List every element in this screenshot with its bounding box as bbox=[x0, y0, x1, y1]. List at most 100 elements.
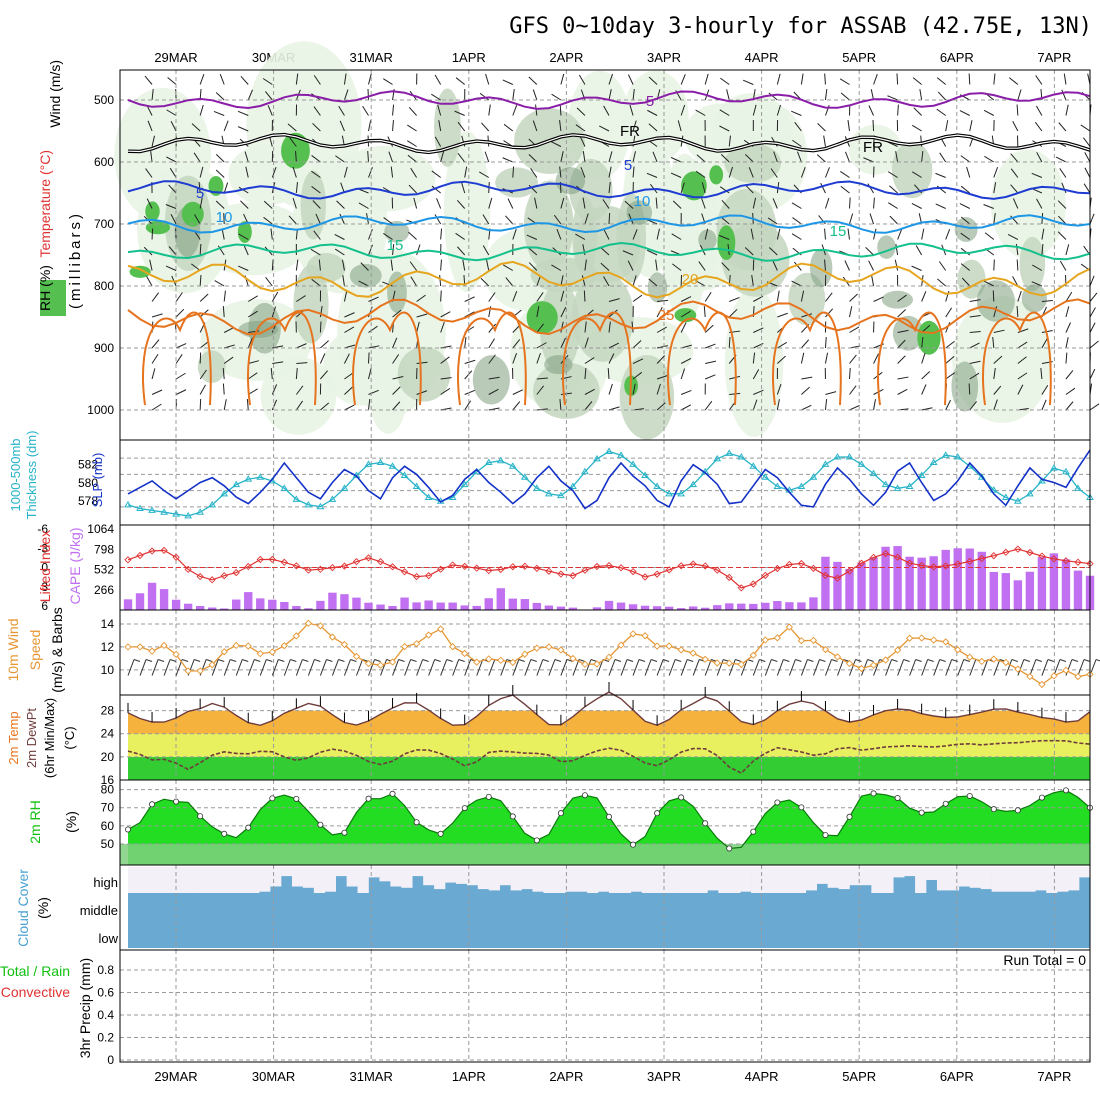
wind-barb bbox=[582, 197, 586, 209]
wind-barb bbox=[223, 120, 229, 132]
wind-barb bbox=[656, 228, 660, 240]
rh2m-point bbox=[774, 799, 781, 806]
cloud-high-gap bbox=[434, 867, 446, 890]
wind-barb bbox=[512, 389, 523, 395]
surface-wind-barb bbox=[151, 659, 159, 676]
chart-title: GFS 0~10day 3-hourly for ASSAB (42.75E, … bbox=[509, 14, 1092, 39]
wind-barb bbox=[320, 402, 330, 411]
surface-wind-barb bbox=[788, 659, 796, 676]
cloud-high-gap bbox=[532, 867, 544, 892]
surface-wind-barb bbox=[824, 659, 832, 676]
wind-barb bbox=[223, 327, 235, 333]
wind-barb bbox=[150, 151, 153, 163]
wind-barb bbox=[344, 312, 355, 318]
wind-barb bbox=[439, 275, 442, 287]
wind-barb bbox=[410, 167, 418, 178]
wind-barb bbox=[1061, 89, 1067, 101]
wind10-point bbox=[388, 658, 397, 666]
wind-barb bbox=[1089, 322, 1096, 333]
surface-wind-barb bbox=[1041, 659, 1049, 676]
wind-barb bbox=[768, 92, 778, 101]
wind-barb bbox=[175, 292, 183, 302]
wind-barb bbox=[632, 151, 636, 163]
li-point bbox=[509, 563, 517, 571]
wind-barb bbox=[368, 244, 373, 256]
cloud-high-gap bbox=[685, 867, 697, 893]
wind-barb bbox=[292, 166, 297, 178]
wind10-point bbox=[184, 667, 192, 675]
run-total: Run Total = 0 bbox=[1003, 952, 1086, 968]
wind-barb bbox=[512, 105, 518, 116]
wind-barb bbox=[1041, 243, 1044, 256]
top-date-label: 31MAR bbox=[350, 50, 393, 65]
thickness-point bbox=[328, 495, 337, 502]
surface-wind-barb bbox=[933, 659, 941, 676]
surface-wind-barb bbox=[380, 659, 387, 676]
rh2m-low-band bbox=[120, 843, 1090, 865]
li-point bbox=[833, 574, 842, 582]
wind-barb bbox=[222, 383, 225, 395]
wind-barb bbox=[921, 352, 926, 364]
cape-tick-label: 1064 bbox=[87, 522, 114, 536]
wind-barb bbox=[873, 399, 876, 411]
cloud-high-gap bbox=[488, 867, 500, 891]
wind-barb bbox=[961, 277, 971, 287]
thickness-label: 1000-500mb bbox=[8, 439, 23, 512]
wind-barb bbox=[536, 352, 541, 364]
wind-barb bbox=[791, 233, 802, 240]
wind-barb bbox=[648, 123, 658, 132]
cape-bar bbox=[965, 548, 974, 610]
cape-bar bbox=[833, 561, 842, 610]
rh-shade bbox=[293, 264, 329, 344]
surface-wind-barb bbox=[307, 659, 315, 676]
wind-barb bbox=[897, 229, 903, 240]
cape-bar bbox=[328, 592, 337, 610]
cape-bar bbox=[809, 597, 818, 610]
li-point bbox=[208, 576, 216, 584]
wind10-point bbox=[557, 646, 565, 654]
wind-barb bbox=[800, 167, 806, 178]
wind-barb bbox=[670, 157, 682, 163]
rh2m-point bbox=[533, 837, 540, 844]
surface-wind-barb bbox=[428, 659, 436, 676]
wind-barb bbox=[849, 354, 857, 364]
rh-shade bbox=[698, 229, 717, 251]
wind-barb bbox=[166, 109, 177, 116]
thickness-point bbox=[653, 482, 661, 489]
wind-barb bbox=[939, 152, 947, 163]
wind-barb bbox=[1055, 156, 1067, 163]
li-point bbox=[232, 568, 240, 577]
cape-bar bbox=[472, 605, 481, 610]
rh2m-point bbox=[485, 793, 492, 800]
wind-barb bbox=[245, 166, 249, 178]
rh2m-point bbox=[125, 826, 132, 833]
li-point bbox=[761, 571, 769, 580]
top-date-label: 29MAR bbox=[154, 50, 197, 65]
surface-wind-barb bbox=[193, 659, 201, 663]
cape-bar bbox=[183, 603, 193, 610]
top-date-label: 3APR bbox=[647, 50, 681, 65]
cloud-high-gap bbox=[149, 867, 162, 893]
wind10-point bbox=[593, 660, 601, 668]
pressure-tick-label: 800 bbox=[94, 279, 114, 293]
wind-barb bbox=[406, 219, 417, 225]
wind-barb bbox=[440, 321, 445, 333]
top-date-label: 7APR bbox=[1037, 50, 1071, 65]
wind-barb bbox=[1089, 307, 1096, 318]
contour-label: 20 bbox=[682, 271, 699, 288]
li-point bbox=[725, 573, 733, 582]
cloud-high-gap bbox=[565, 867, 577, 892]
surface-wind-barb bbox=[404, 659, 412, 676]
wind-barb bbox=[608, 151, 613, 163]
wind10-point bbox=[485, 655, 493, 663]
wind-barb bbox=[272, 361, 284, 364]
wind10-point bbox=[918, 634, 926, 642]
surface-wind-barb bbox=[668, 659, 676, 676]
wind-barb bbox=[168, 184, 177, 194]
wind-barb bbox=[464, 337, 467, 349]
rh-shade bbox=[917, 320, 941, 355]
wind10-point bbox=[316, 622, 325, 630]
wind-barb bbox=[507, 198, 514, 209]
surface-wind-barb bbox=[626, 659, 634, 663]
wind10-point bbox=[569, 654, 577, 663]
